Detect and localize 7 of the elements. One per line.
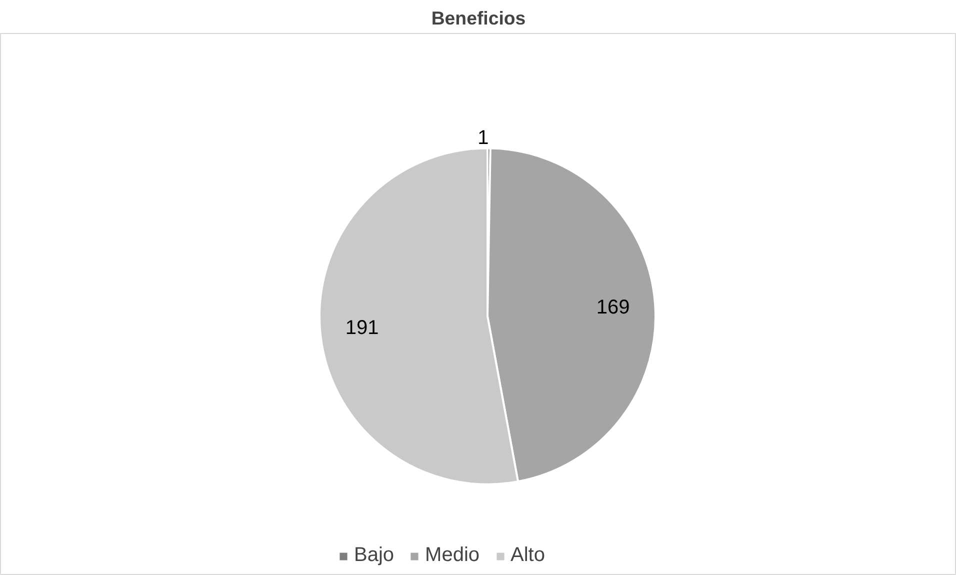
data-label: 191 <box>345 317 379 340</box>
chart-title: Beneficios <box>431 8 526 28</box>
legend-label: Bajo <box>354 544 394 567</box>
legend-label: Alto <box>510 544 545 567</box>
data-label: 1 <box>478 127 489 150</box>
legend-label: Medio <box>425 544 480 567</box>
data-label: 169 <box>596 296 630 318</box>
